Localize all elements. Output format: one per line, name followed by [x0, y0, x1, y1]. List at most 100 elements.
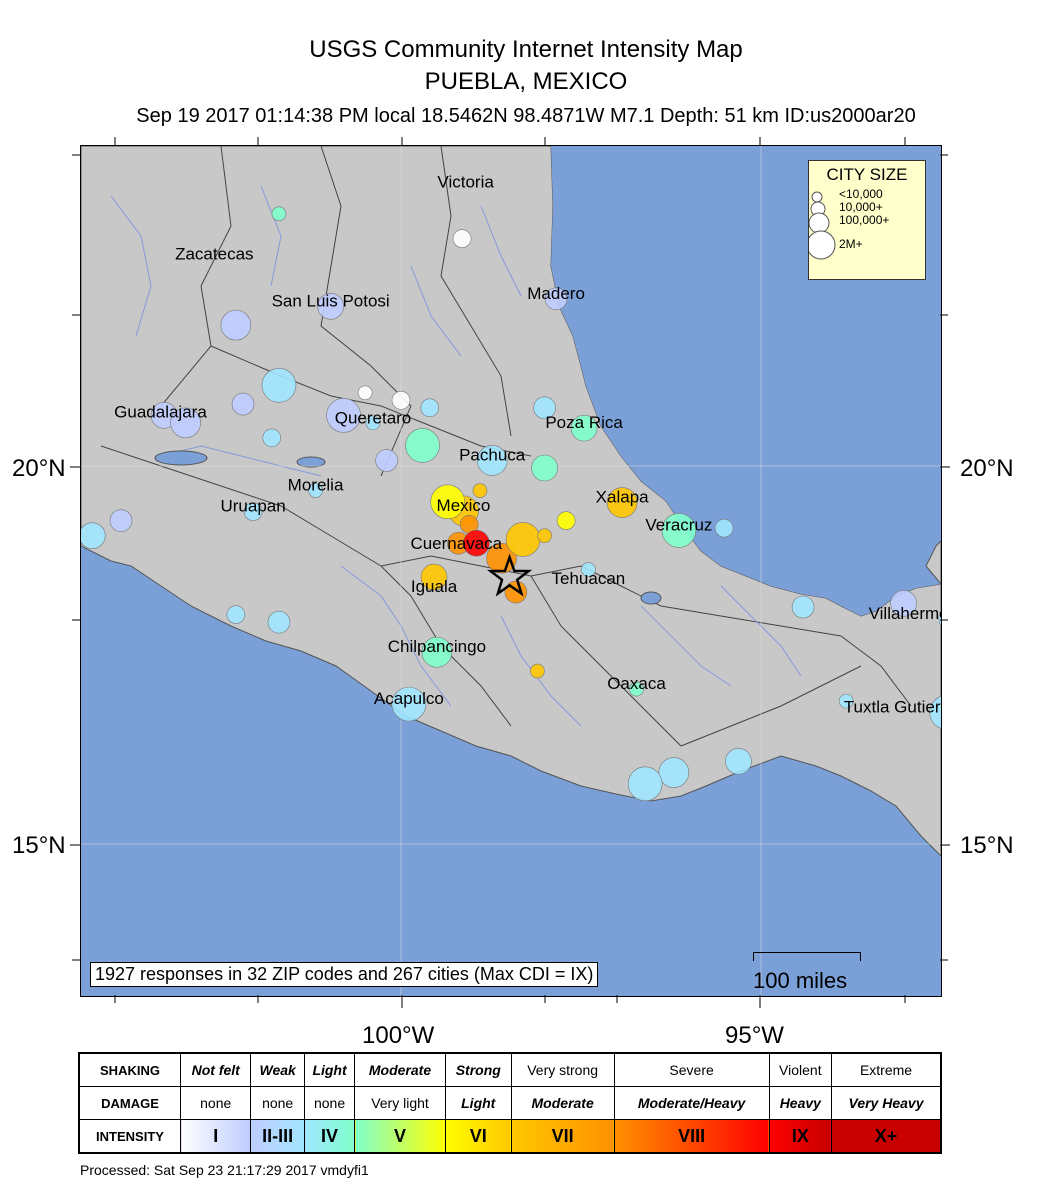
city-label: Mexico: [437, 496, 491, 515]
response-marker[interactable]: [357, 385, 373, 401]
response-marker[interactable]: [627, 766, 663, 802]
response-marker[interactable]: [326, 398, 361, 433]
city-label: Guadalajara: [114, 403, 207, 422]
city-label: San Luis Potosi: [272, 291, 390, 310]
response-marker[interactable]: [544, 287, 568, 311]
city-label: Cuernavaca: [410, 534, 502, 553]
response-marker[interactable]: [420, 398, 440, 418]
response-marker[interactable]: [365, 415, 381, 431]
response-marker[interactable]: [375, 449, 398, 472]
lake-catemaco: [640, 591, 662, 605]
response-marker[interactable]: [220, 309, 252, 341]
response-marker[interactable]: [231, 392, 255, 416]
response-marker[interactable]: [317, 293, 344, 320]
response-marker[interactable]: [271, 206, 287, 222]
response-marker[interactable]: [405, 428, 440, 463]
response-marker[interactable]: [505, 522, 541, 557]
response-marker[interactable]: [486, 542, 517, 574]
intensity-cell: V: [354, 1119, 446, 1154]
legend-item-3: 100,000+: [839, 213, 890, 227]
response-marker[interactable]: [530, 663, 545, 679]
shaking-cell: Violent: [768, 1052, 833, 1087]
response-marker[interactable]: [226, 605, 246, 624]
damage-cell: Heavy: [768, 1086, 833, 1120]
city-label: Madero: [527, 284, 585, 303]
intensity-header: INTENSITY: [78, 1119, 181, 1154]
response-marker[interactable]: [430, 484, 465, 520]
lat-label-15-left: 15°N: [12, 832, 66, 859]
city-label: Tehuacan: [552, 569, 626, 588]
intensity-cell: IV: [303, 1119, 356, 1154]
intensity-map[interactable]: Victoria Zacatecas San Luis Potosi Madero Gu…: [80, 145, 942, 997]
response-marker[interactable]: [109, 509, 133, 532]
lon-label-100: 100°W: [362, 1022, 435, 1049]
response-marker[interactable]: [308, 483, 323, 498]
response-marker[interactable]: [661, 513, 697, 548]
intensity-row: INTENSITY I II-III IV V VI VII VIII IX X…: [78, 1119, 942, 1154]
city-label: Uruapan: [220, 497, 285, 516]
response-marker[interactable]: [791, 595, 815, 619]
response-marker[interactable]: [504, 580, 528, 604]
response-marker[interactable]: [262, 428, 282, 448]
response-marker[interactable]: [929, 695, 941, 729]
damage-cell: Very Heavy: [831, 1086, 942, 1120]
response-marker[interactable]: [267, 610, 291, 634]
response-marker[interactable]: [421, 636, 453, 668]
damage-cell: none: [179, 1086, 252, 1120]
intensity-cell: VII: [510, 1119, 615, 1154]
response-marker[interactable]: [725, 747, 752, 775]
response-marker[interactable]: [81, 522, 106, 549]
city-label: Morelia: [288, 476, 344, 495]
response-marker[interactable]: [391, 686, 427, 722]
city-label: Veracruz: [645, 515, 712, 534]
land-yucatan: [925, 540, 941, 585]
city-label: Chilpancingo: [388, 637, 486, 656]
city-label: Queretaro: [335, 409, 412, 428]
shaking-cell: Moderate: [354, 1052, 446, 1087]
response-marker[interactable]: [243, 502, 263, 521]
city-label: Iguala: [411, 577, 458, 596]
response-marker[interactable]: [261, 367, 297, 403]
response-marker[interactable]: [391, 391, 411, 410]
response-marker[interactable]: [606, 487, 638, 518]
shaking-cell: Very strong: [510, 1052, 615, 1087]
response-marker[interactable]: [570, 414, 598, 442]
damage-cell: Very light: [354, 1086, 446, 1120]
response-markers: [81, 206, 941, 802]
response-marker[interactable]: [890, 590, 917, 617]
response-marker[interactable]: [531, 454, 558, 482]
responses-summary: 1927 responses in 32 ZIP codes and 267 c…: [90, 962, 599, 987]
epicenter-star-icon[interactable]: [486, 553, 533, 597]
city-label: Tuxtla Gutierr: [844, 697, 941, 716]
intensity-cell: X+: [831, 1119, 942, 1154]
response-marker[interactable]: [170, 407, 201, 439]
damage-cell: Light: [444, 1086, 512, 1120]
damage-cell: Moderate: [510, 1086, 615, 1120]
response-marker[interactable]: [463, 529, 490, 557]
processed-timestamp: Processed: Sat Sep 23 21:17:29 2017 vmdy…: [80, 1162, 369, 1178]
response-marker[interactable]: [452, 229, 472, 248]
response-marker[interactable]: [533, 396, 556, 420]
response-marker[interactable]: [556, 511, 576, 530]
response-marker[interactable]: [714, 518, 734, 538]
intensity-scale-table: SHAKING Not felt Weak Light Moderate Str…: [78, 1052, 942, 1154]
response-marker[interactable]: [658, 757, 690, 788]
lake-chapala: [154, 450, 208, 466]
shaking-cell: Weak: [250, 1052, 305, 1087]
response-marker[interactable]: [629, 681, 644, 697]
lat-label-15-right: 15°N: [960, 832, 1014, 859]
response-marker[interactable]: [581, 562, 596, 577]
scale-bar: [753, 952, 861, 961]
response-marker[interactable]: [472, 483, 488, 498]
legend-item-1: <10,000: [839, 187, 883, 201]
response-marker[interactable]: [476, 445, 508, 476]
damage-row: DAMAGE none none none Very light Light M…: [78, 1086, 942, 1120]
response-marker[interactable]: [537, 528, 552, 543]
legend-item-4: 2M+: [839, 237, 863, 251]
city-label: Villahermo: [869, 604, 941, 623]
shaking-cell: Not felt: [179, 1052, 252, 1087]
response-marker[interactable]: [938, 603, 941, 633]
lat-label-20-left: 20°N: [12, 455, 66, 482]
response-marker[interactable]: [838, 693, 854, 709]
response-marker[interactable]: [420, 563, 448, 591]
